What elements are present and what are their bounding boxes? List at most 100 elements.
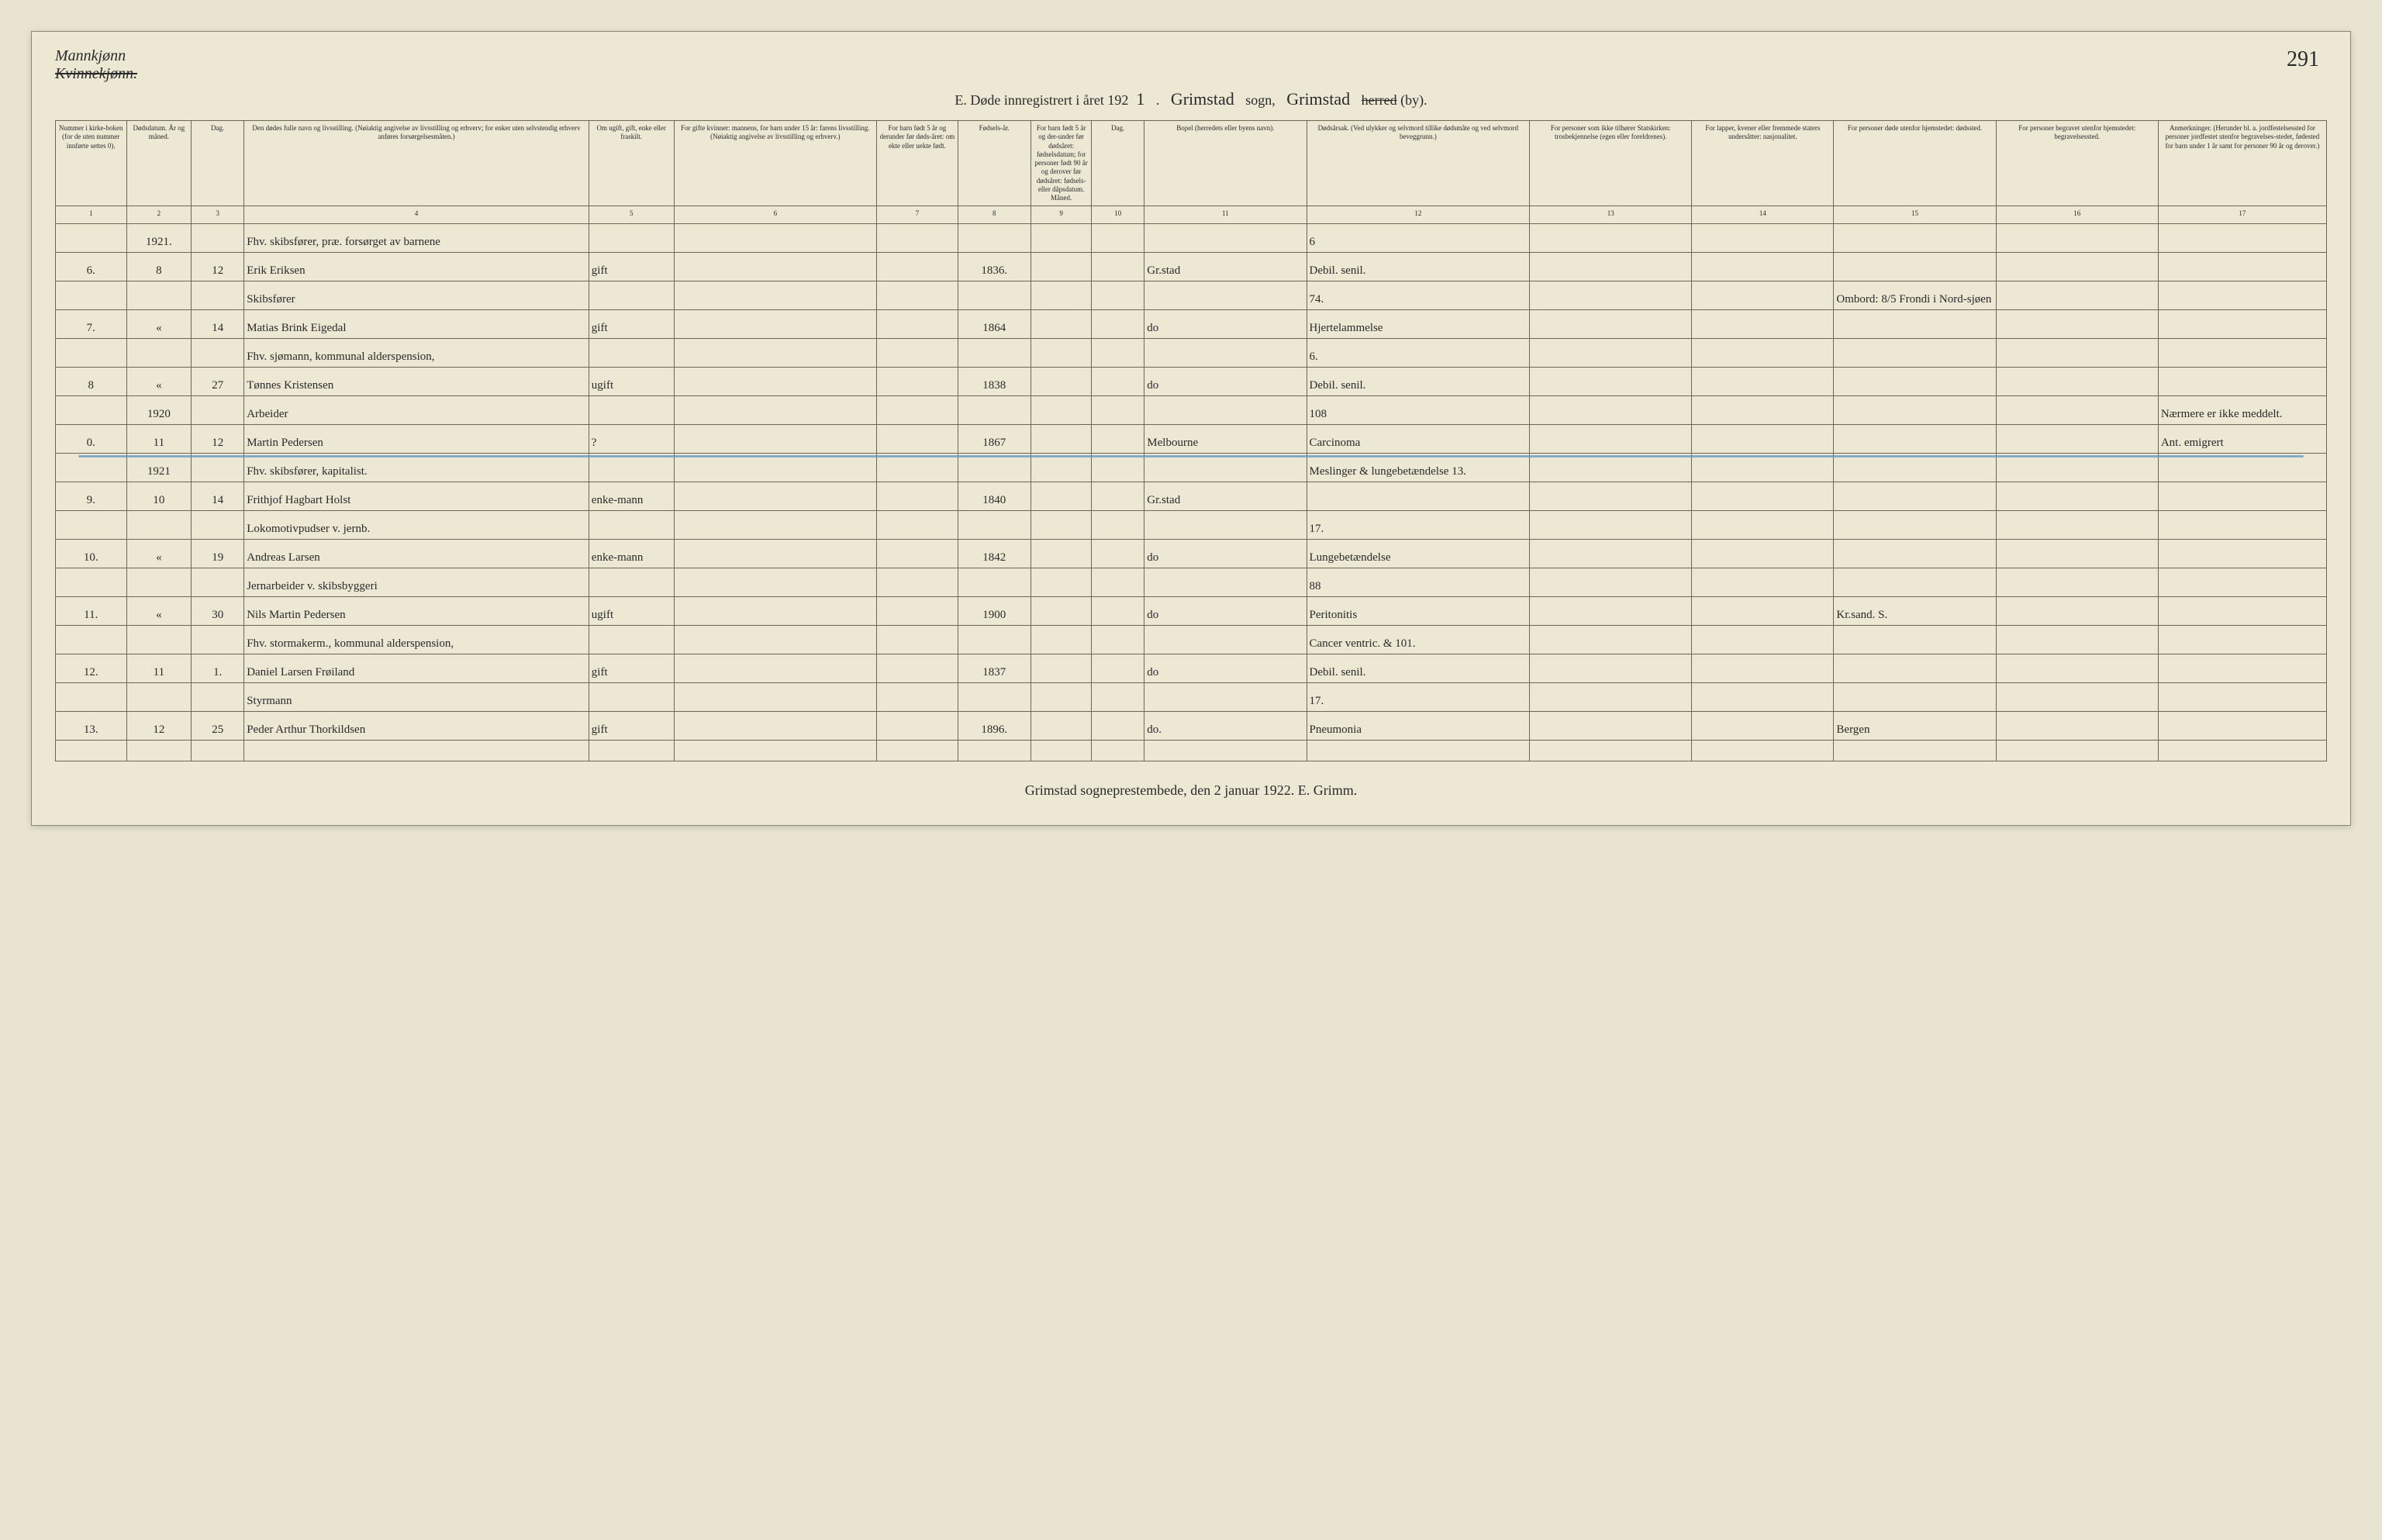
cell: Debil. senil. — [1307, 654, 1530, 683]
cell — [1834, 253, 1996, 281]
cell: Debil. senil. — [1307, 368, 1530, 396]
cell — [877, 396, 958, 425]
cell: Debil. senil. — [1307, 253, 1530, 281]
cell — [877, 482, 958, 511]
table-head: Nummer i kirke-boken (for de uten nummer… — [56, 121, 2327, 224]
cell — [1530, 597, 1692, 626]
cell — [1030, 482, 1091, 511]
cell — [1030, 540, 1091, 568]
cell — [2158, 654, 2326, 683]
herred-struck: herred — [1362, 92, 1397, 108]
cell — [877, 454, 958, 482]
cell — [958, 281, 1030, 310]
cell: 9. — [56, 482, 127, 511]
cell — [589, 396, 674, 425]
column-header: For personer døde utenfor hjemstedet: dø… — [1834, 121, 1996, 206]
cell — [674, 626, 877, 654]
cell — [1092, 454, 1144, 482]
cell: 30 — [192, 597, 244, 626]
cell — [2158, 511, 2326, 540]
cell — [1092, 368, 1144, 396]
column-header: Om ugift, gift, enke eller fraskilt. — [589, 121, 674, 206]
cell: 1900 — [958, 597, 1030, 626]
cell — [1530, 654, 1692, 683]
cell: 25 — [192, 712, 244, 741]
cell — [126, 568, 192, 597]
cell: « — [126, 310, 192, 339]
column-header: For lapper, kvener eller fremmede stater… — [1692, 121, 1834, 206]
cell — [1834, 568, 1996, 597]
cell: 1867 — [958, 425, 1030, 454]
cell — [958, 511, 1030, 540]
cell — [1834, 482, 1996, 511]
cell — [877, 339, 958, 368]
cell — [674, 568, 877, 597]
cell — [674, 368, 877, 396]
cell: 12 — [126, 712, 192, 741]
struck-gender-label: Kvinnekjønn. — [55, 65, 137, 82]
cell — [2158, 626, 2326, 654]
cell: 1838 — [958, 368, 1030, 396]
title-prefix: E. Døde innregistrert i året 192 — [955, 92, 1128, 108]
cell — [877, 511, 958, 540]
cell: Frithjof Hagbart Holst — [244, 482, 589, 511]
cell — [958, 683, 1030, 712]
table-row: Lokomotivpudser v. jernb.17. — [56, 511, 2327, 540]
cell: « — [126, 597, 192, 626]
cell: 13. — [56, 712, 127, 741]
cell — [1530, 540, 1692, 568]
gender-note: Mannkjønn Kvinnekjønn. — [55, 47, 137, 83]
cell — [674, 540, 877, 568]
cell: Skibsfører — [244, 281, 589, 310]
cell — [1692, 454, 1834, 482]
cell — [56, 281, 127, 310]
cell — [1692, 683, 1834, 712]
gender-note-text: Mannkjønn — [55, 47, 126, 64]
cell — [192, 454, 244, 482]
cell: 7. — [56, 310, 127, 339]
column-number: 13 — [1530, 206, 1692, 224]
cell — [1692, 568, 1834, 597]
cell — [1030, 281, 1091, 310]
cell — [1092, 597, 1144, 626]
cell — [1996, 253, 2158, 281]
cell — [958, 568, 1030, 597]
cell — [1996, 540, 2158, 568]
table-row: 9.1014Frithjof Hagbart Holstenke-mann184… — [56, 482, 2327, 511]
cell — [56, 683, 127, 712]
column-header: Dag. — [1092, 121, 1144, 206]
cell — [958, 224, 1030, 253]
cell — [1030, 626, 1091, 654]
top-notes: Mannkjønn Kvinnekjønn. — [55, 47, 2327, 83]
column-number: 6 — [674, 206, 877, 224]
cell: Meslinger & lungebetændelse 13. — [1307, 454, 1530, 482]
cell — [877, 626, 958, 654]
column-number: 12 — [1307, 206, 1530, 224]
cell — [1030, 425, 1091, 454]
cell: 6. — [56, 253, 127, 281]
column-number: 5 — [589, 206, 674, 224]
cell: Fhv. skibsfører, præ. forsørget av barne… — [244, 224, 589, 253]
cell — [2158, 712, 2326, 741]
cell — [1996, 368, 2158, 396]
cell — [1092, 540, 1144, 568]
column-number: 8 — [958, 206, 1030, 224]
column-header: For barn født 5 år og der-under før døds… — [1030, 121, 1091, 206]
cell: 8 — [126, 253, 192, 281]
cell — [192, 396, 244, 425]
cell: Peritonitis — [1307, 597, 1530, 626]
cell: 19 — [192, 540, 244, 568]
column-number: 4 — [244, 206, 589, 224]
spacer-row — [56, 741, 2327, 761]
table-row: 13.1225Peder Arthur Thorkildsengift1896.… — [56, 712, 2327, 741]
cell: do — [1144, 597, 1307, 626]
cell — [1530, 224, 1692, 253]
cell — [589, 511, 674, 540]
cell — [1996, 654, 2158, 683]
cell — [877, 425, 958, 454]
cell — [1692, 281, 1834, 310]
cell: 1864 — [958, 310, 1030, 339]
cell — [1092, 626, 1144, 654]
cell — [1834, 339, 1996, 368]
cell: Melbourne — [1144, 425, 1307, 454]
